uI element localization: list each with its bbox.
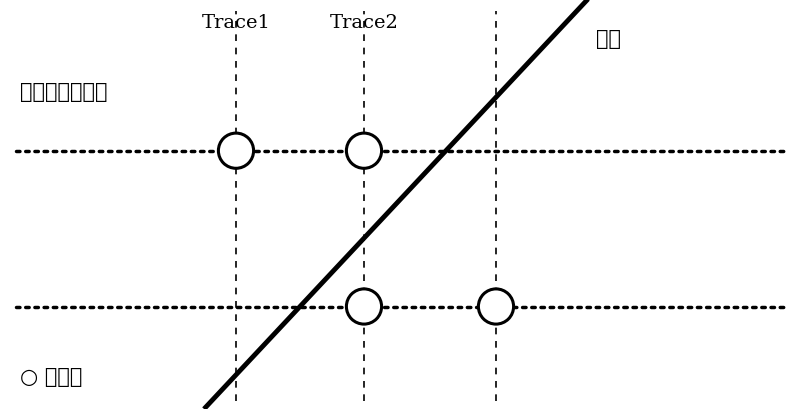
Ellipse shape [218,134,254,169]
Text: Trace2: Trace2 [330,14,398,32]
Text: 层位原始点数据: 层位原始点数据 [20,82,107,102]
Text: 断层: 断层 [596,29,621,49]
Text: Trace1: Trace1 [202,14,270,32]
Ellipse shape [346,289,382,324]
Ellipse shape [478,289,514,324]
Ellipse shape [346,134,382,169]
Text: ○ 插值点: ○ 插值点 [20,366,82,386]
